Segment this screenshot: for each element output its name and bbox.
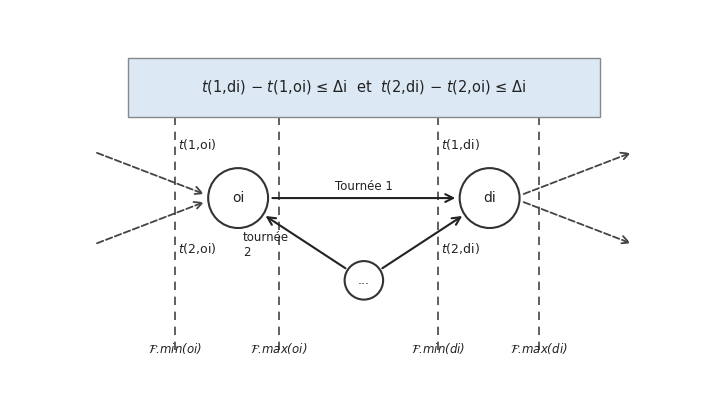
Text: $\mathcal{F}$.min(di): $\mathcal{F}$.min(di)	[410, 341, 465, 356]
Circle shape	[344, 261, 383, 300]
Text: $t$(1,oi): $t$(1,oi)	[178, 137, 217, 152]
Circle shape	[459, 168, 520, 228]
Circle shape	[208, 168, 268, 228]
Text: ...: ...	[358, 274, 370, 287]
Text: $\mathcal{F}$.min(oi): $\mathcal{F}$.min(oi)	[148, 341, 202, 356]
Text: tournée
2: tournée 2	[243, 231, 289, 259]
Text: oi: oi	[232, 191, 244, 205]
Text: $\mathcal{F}$.max(di): $\mathcal{F}$.max(di)	[510, 341, 568, 356]
Text: $t$(1,di): $t$(1,di)	[441, 137, 480, 152]
Text: $t$(2,di): $t$(2,di)	[441, 241, 480, 256]
FancyBboxPatch shape	[128, 58, 600, 117]
Text: $\mathcal{F}$.max(oi): $\mathcal{F}$.max(oi)	[251, 341, 308, 356]
Text: $t$(2,oi): $t$(2,oi)	[178, 241, 217, 256]
Text: di: di	[484, 191, 496, 205]
Text: Tournée 1: Tournée 1	[335, 180, 393, 194]
Text: $t$(1,di) − $t$(1,oi) ≤ Δi  et  $t$(2,di) − $t$(2,oi) ≤ Δi: $t$(1,di) − $t$(1,oi) ≤ Δi et $t$(2,di) …	[201, 79, 527, 96]
